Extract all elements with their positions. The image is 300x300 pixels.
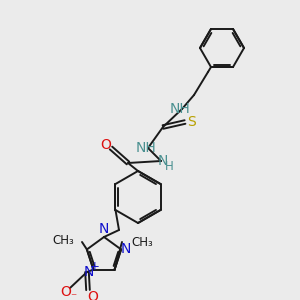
Text: NH: NH <box>136 141 156 155</box>
Text: O: O <box>100 138 111 152</box>
Text: S: S <box>188 115 196 129</box>
Text: N: N <box>84 265 94 279</box>
Text: NH: NH <box>169 102 190 116</box>
Text: H: H <box>165 160 173 172</box>
Text: N: N <box>121 242 131 256</box>
Text: CH₃: CH₃ <box>52 235 74 248</box>
Text: O: O <box>88 290 98 300</box>
Text: CH₃: CH₃ <box>131 236 153 248</box>
Text: N: N <box>99 222 109 236</box>
Text: N: N <box>158 154 168 168</box>
Text: ⁻: ⁻ <box>70 292 76 300</box>
Text: O: O <box>61 285 71 299</box>
Text: +: + <box>90 260 100 274</box>
